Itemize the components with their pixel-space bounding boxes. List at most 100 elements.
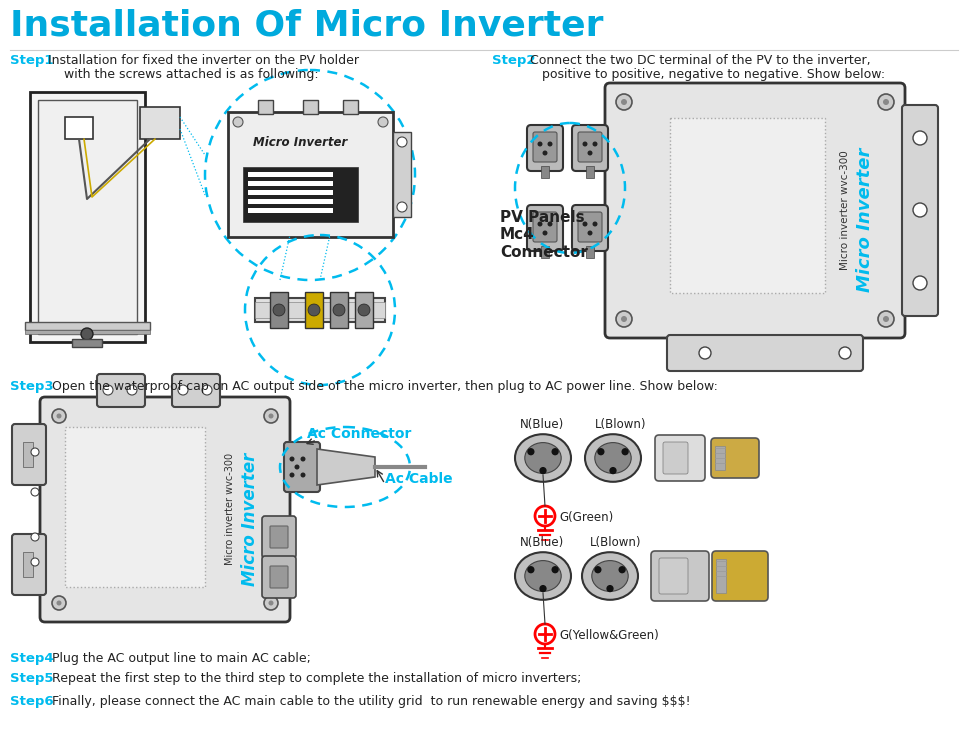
Circle shape	[594, 566, 601, 573]
Circle shape	[31, 448, 39, 456]
Circle shape	[699, 347, 710, 359]
Circle shape	[396, 202, 407, 212]
FancyBboxPatch shape	[578, 132, 602, 162]
FancyBboxPatch shape	[532, 132, 556, 162]
Text: Micro Inverter: Micro Inverter	[253, 135, 347, 149]
FancyBboxPatch shape	[663, 442, 687, 474]
Circle shape	[31, 488, 39, 496]
Circle shape	[539, 467, 547, 474]
FancyBboxPatch shape	[711, 551, 767, 601]
Circle shape	[620, 99, 626, 105]
Text: Micro inverter wvc-300: Micro inverter wvc-300	[225, 453, 234, 565]
FancyBboxPatch shape	[40, 397, 290, 622]
Bar	[72, 339, 102, 347]
Circle shape	[268, 601, 273, 605]
Text: N(Blue): N(Blue)	[519, 418, 564, 431]
Circle shape	[272, 304, 285, 316]
Circle shape	[542, 151, 547, 155]
Circle shape	[547, 222, 552, 226]
Circle shape	[912, 131, 926, 145]
Circle shape	[618, 566, 625, 573]
Bar	[248, 208, 332, 213]
FancyBboxPatch shape	[12, 424, 46, 485]
Circle shape	[615, 94, 632, 110]
FancyBboxPatch shape	[654, 435, 704, 481]
Circle shape	[547, 141, 552, 146]
Circle shape	[882, 316, 888, 322]
Ellipse shape	[591, 561, 628, 591]
Circle shape	[332, 304, 345, 316]
Bar	[25, 322, 150, 330]
Bar	[65, 117, 93, 139]
Circle shape	[877, 94, 893, 110]
Bar	[329, 292, 348, 328]
Bar	[228, 112, 392, 237]
Circle shape	[289, 472, 295, 477]
Circle shape	[539, 585, 547, 592]
Circle shape	[264, 409, 278, 423]
Bar	[392, 132, 411, 217]
Circle shape	[300, 457, 305, 461]
Ellipse shape	[584, 435, 641, 482]
Text: Ac Cable: Ac Cable	[385, 472, 453, 486]
Circle shape	[31, 533, 39, 541]
Text: Installation for fixed the inverter on the PV holder: Installation for fixed the inverter on t…	[47, 54, 359, 67]
Ellipse shape	[515, 435, 571, 482]
FancyBboxPatch shape	[12, 534, 46, 595]
Bar	[302, 100, 318, 114]
Bar	[243, 167, 358, 222]
Circle shape	[592, 141, 597, 146]
Circle shape	[838, 347, 850, 359]
Bar	[304, 292, 323, 328]
FancyBboxPatch shape	[901, 105, 937, 316]
Circle shape	[358, 304, 369, 316]
Text: Micro Inverter: Micro Inverter	[855, 148, 873, 292]
Circle shape	[877, 311, 893, 327]
Circle shape	[527, 448, 534, 455]
Circle shape	[295, 465, 299, 469]
Text: Plug the AC output line to main AC cable;: Plug the AC output line to main AC cable…	[47, 652, 310, 665]
Circle shape	[233, 117, 243, 127]
Circle shape	[527, 566, 534, 573]
Circle shape	[268, 414, 273, 418]
FancyBboxPatch shape	[269, 566, 288, 588]
Circle shape	[551, 448, 558, 455]
Circle shape	[535, 506, 554, 526]
FancyBboxPatch shape	[658, 558, 687, 594]
Ellipse shape	[524, 561, 561, 591]
FancyBboxPatch shape	[605, 83, 904, 338]
Circle shape	[81, 328, 93, 340]
Circle shape	[308, 304, 320, 316]
Bar	[269, 292, 288, 328]
Circle shape	[912, 203, 926, 217]
Circle shape	[615, 311, 632, 327]
Circle shape	[56, 601, 61, 605]
Bar	[343, 100, 358, 114]
FancyBboxPatch shape	[572, 205, 608, 251]
Circle shape	[587, 151, 592, 155]
Bar	[715, 559, 725, 593]
FancyBboxPatch shape	[172, 374, 220, 407]
Text: Step5: Step5	[10, 672, 53, 685]
FancyBboxPatch shape	[262, 516, 296, 558]
Circle shape	[912, 276, 926, 290]
Text: L(Blown): L(Blown)	[594, 418, 645, 431]
Circle shape	[52, 409, 66, 423]
Circle shape	[52, 596, 66, 610]
Text: Finally, please connect the AC main cable to the utility grid  to run renewable : Finally, please connect the AC main cabl…	[47, 695, 690, 708]
FancyBboxPatch shape	[269, 526, 288, 548]
FancyBboxPatch shape	[710, 438, 758, 478]
Circle shape	[127, 385, 137, 395]
Bar	[248, 181, 332, 186]
Circle shape	[300, 472, 305, 477]
Circle shape	[31, 558, 39, 566]
Text: Connect the two DC terminal of the PV to the inverter,: Connect the two DC terminal of the PV to…	[529, 54, 870, 67]
FancyBboxPatch shape	[97, 374, 144, 407]
Text: with the screws attached is as following:: with the screws attached is as following…	[47, 68, 318, 81]
Circle shape	[582, 141, 587, 146]
Circle shape	[537, 222, 542, 226]
Ellipse shape	[524, 443, 561, 474]
Bar	[670, 118, 825, 293]
Circle shape	[882, 99, 888, 105]
Ellipse shape	[515, 552, 571, 600]
